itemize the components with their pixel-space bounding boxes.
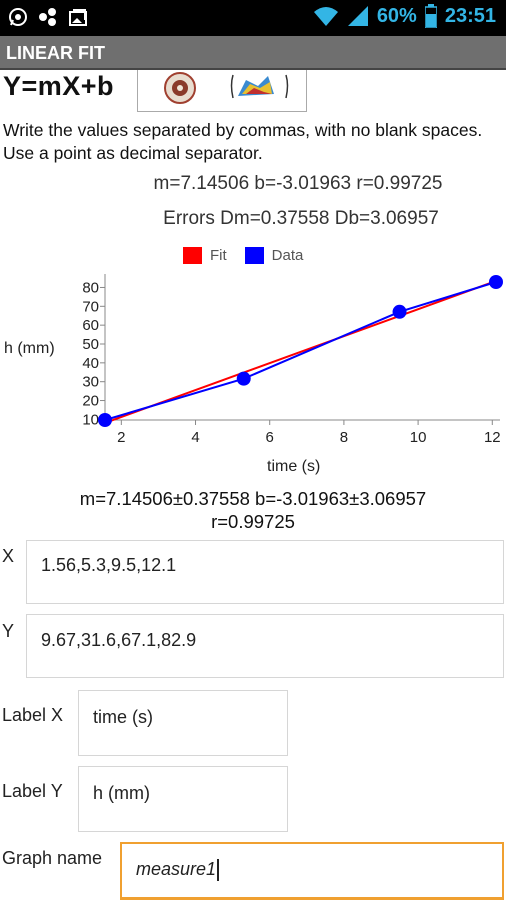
app-title: LINEAR FIT: [6, 43, 105, 63]
graph-name-label: Graph name: [2, 848, 103, 868]
y-tick-label-10: 10: [82, 411, 99, 428]
data-point-3: [392, 304, 407, 319]
label-y-input[interactable]: h (mm): [78, 766, 288, 832]
legend-swatch-data: [244, 247, 264, 264]
text-cursor: [217, 859, 220, 882]
chart-series: [98, 275, 503, 427]
fit-summary-line1: m=7.14506±0.37558 b=-3.01963±3.06957: [79, 488, 427, 509]
legend-label-data: Data: [271, 247, 304, 264]
x-tick-label-6: 6: [266, 429, 274, 446]
chart-axes: [104, 274, 500, 421]
fit-summary: m=7.14506±0.37558 b=-3.01963±3.06957 r=0…: [0, 487, 506, 533]
status-bar: 60% 23:51: [0, 0, 506, 36]
signal-icon: [347, 5, 369, 27]
label-y-label: Label Y: [2, 781, 63, 801]
wifi-icon: [313, 5, 339, 27]
app-title-bar: LINEAR FIT: [0, 36, 506, 70]
x-tick-label-2: 2: [117, 429, 125, 446]
battery-percent: 60%: [376, 4, 417, 27]
chart-legend: Fit Data: [183, 247, 321, 264]
data-point-1: [98, 413, 112, 427]
fit-errors-text: Errors Dm=0.37558 Db=3.06957: [163, 208, 439, 229]
university-seal-icon: [164, 72, 196, 104]
y-tick-label-30: 30: [82, 374, 99, 391]
legend-swatch-fit: [183, 247, 202, 264]
legend-item-data: Data: [244, 247, 304, 264]
graph-name-text: measure1: [136, 859, 217, 879]
y-values-text: 9.67,31.6,67.1,82.9: [41, 630, 197, 650]
series-line-fit: [104, 280, 497, 424]
fit-errors: Errors Dm=0.37558 Db=3.06957: [0, 208, 506, 230]
x-values-label: X: [2, 546, 15, 566]
y-tick-label-40: 40: [82, 355, 99, 372]
equation-heading: Y=mX+b: [3, 71, 115, 101]
y-tick-label-50: 50: [82, 336, 99, 353]
whatsapp-icon: [8, 7, 28, 27]
fit-results-text: m=7.14506 b=-3.01963 r=0.99725: [153, 173, 443, 194]
x-values-text: 1.56,5.3,9.5,12.1: [41, 555, 177, 575]
x-tick-label-10: 10: [410, 429, 427, 446]
data-point-4: [489, 275, 503, 289]
legend-item-fit: Fit: [183, 247, 227, 264]
legend-label-fit: Fit: [210, 247, 227, 264]
instructions-text: Write the values separated by commas, wi…: [3, 120, 483, 163]
chart-y-axis-label: h (mm): [4, 340, 55, 357]
graph-name-input[interactable]: measure1: [120, 842, 504, 900]
x-tick-label-4: 4: [191, 429, 199, 446]
y-tick-label-80: 80: [82, 279, 99, 296]
series-line-data: [104, 281, 497, 421]
y-values-input[interactable]: 9.67,31.6,67.1,82.9: [26, 614, 504, 678]
y-tick-label-20: 20: [82, 393, 99, 410]
fit-results: m=7.14506 b=-3.01963 r=0.99725: [0, 173, 506, 195]
chart-x-axis-label: time (s): [267, 458, 321, 475]
label-x-text: time (s): [93, 707, 153, 727]
gallery-icon: [68, 7, 88, 27]
label-x-input[interactable]: time (s): [78, 690, 288, 756]
logo-banner: [137, 70, 307, 112]
graph-thumbnail-icon: [230, 74, 289, 99]
data-point-2: [236, 371, 251, 386]
y-tick-label-60: 60: [82, 317, 99, 334]
x-tick-label-12: 12: [484, 429, 501, 446]
x-tick-label-8: 8: [340, 429, 348, 446]
label-x-label: Label X: [2, 705, 64, 725]
y-values-label: Y: [2, 621, 15, 641]
x-values-input[interactable]: 1.56,5.3,9.5,12.1: [26, 540, 504, 604]
clock: 23:51: [444, 4, 496, 27]
battery-icon: [424, 4, 438, 29]
label-y-text: h (mm): [93, 783, 150, 803]
share-icon: [38, 7, 58, 27]
y-tick-label-70: 70: [82, 298, 99, 315]
fit-summary-line2: r=0.99725: [211, 511, 295, 532]
